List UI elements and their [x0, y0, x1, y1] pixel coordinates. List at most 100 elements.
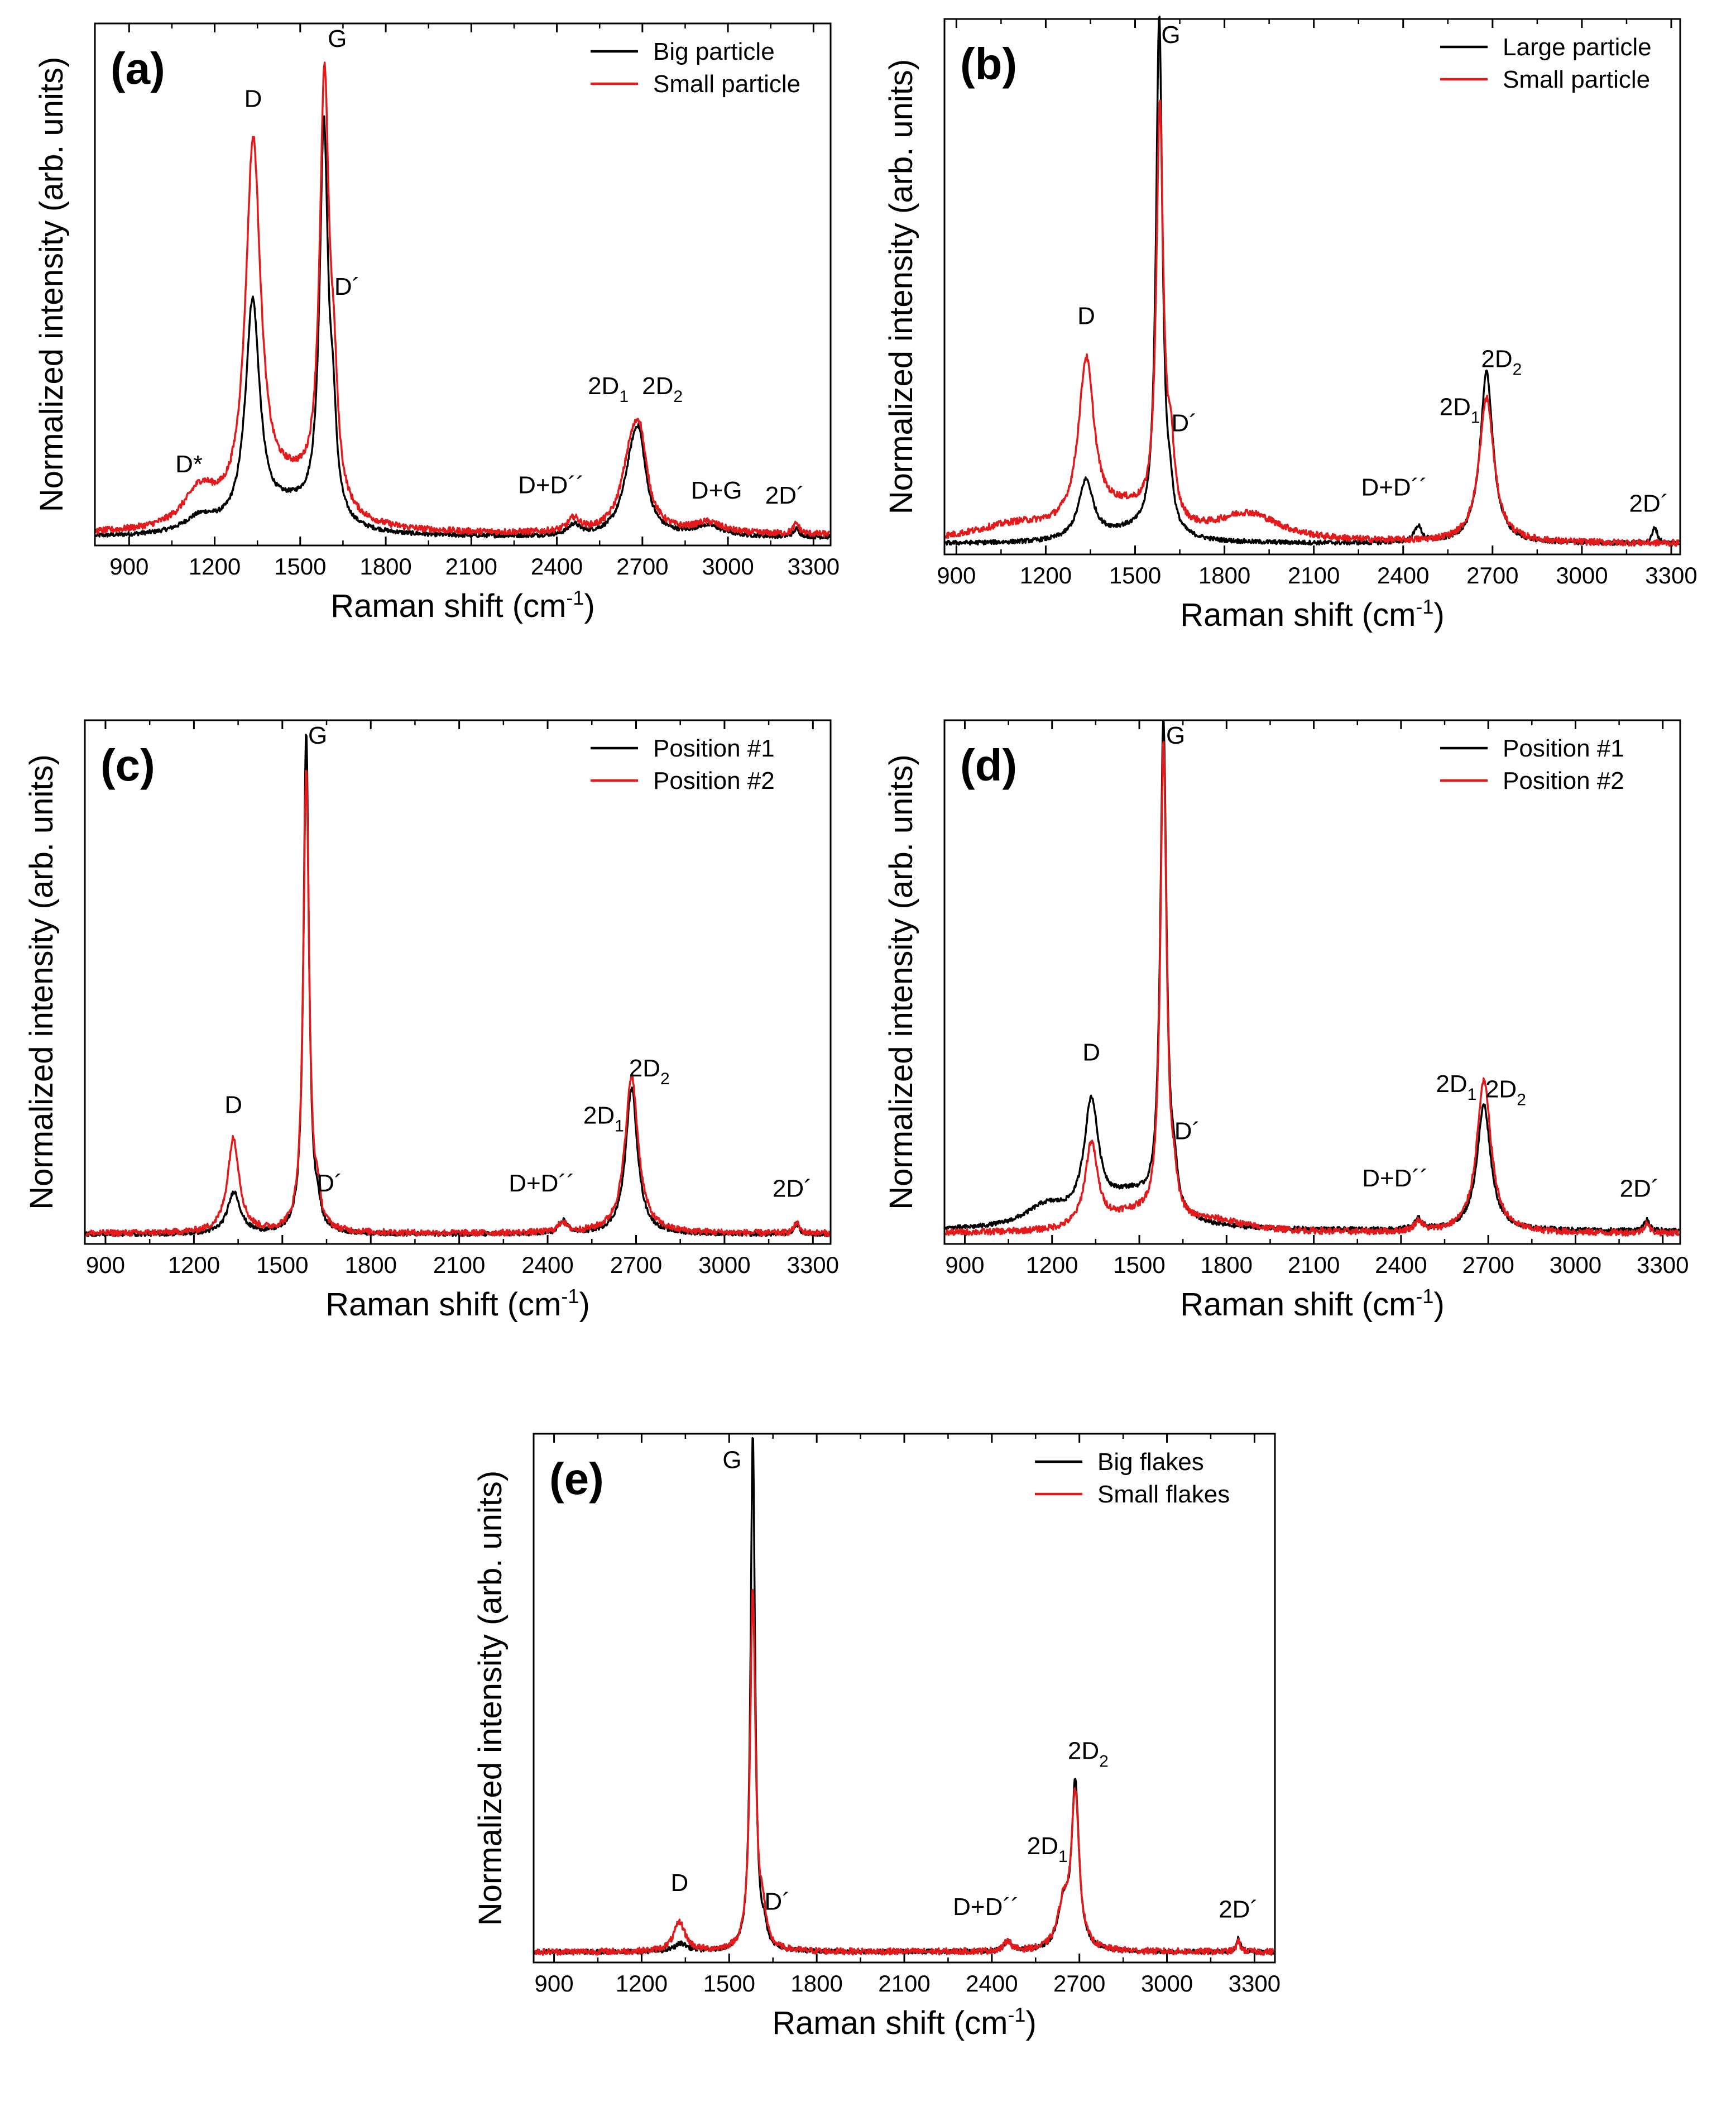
- legend-label-1: Position #1: [653, 735, 775, 762]
- peak-label-text: 2D´: [765, 482, 805, 509]
- series-line-1: [95, 115, 831, 540]
- x-tick-label: 3000: [1141, 1970, 1193, 1997]
- peak-label-text: G: [722, 1447, 741, 1474]
- x-tick-label: 2400: [1377, 562, 1429, 588]
- peak-label-text: D: [671, 1869, 689, 1897]
- x-tick-label: 2400: [521, 1252, 573, 1278]
- peak-label: 2D´: [773, 1175, 812, 1203]
- x-tick-label: 3300: [1229, 1970, 1281, 1997]
- x-tick-label: 2100: [1288, 1252, 1340, 1278]
- x-tick-label: 2100: [433, 1252, 485, 1278]
- peak-label-text: D+D´´: [1361, 474, 1427, 501]
- x-tick-label: 900: [945, 1252, 984, 1278]
- peak-label-sub: 1: [1471, 409, 1480, 427]
- peak-label-text: 2D: [642, 372, 673, 400]
- peak-label: G: [1166, 722, 1185, 749]
- x-axis-title-sup: -1: [566, 586, 584, 609]
- peak-label-text: D+G: [691, 477, 742, 504]
- peak-label-text: D*: [175, 451, 203, 478]
- legend-label-1: Big flakes: [1097, 1448, 1204, 1476]
- x-tick-label: 2700: [1462, 1252, 1514, 1278]
- series-line-1: [534, 1437, 1275, 1955]
- peak-label-sub: 1: [1058, 1847, 1068, 1866]
- peak-label-text: G: [1166, 722, 1185, 749]
- legend-label-2: Small flakes: [1097, 1481, 1230, 1508]
- peak-label-sub: 2: [1513, 360, 1522, 379]
- peak-label-sub: 2: [1517, 1090, 1526, 1109]
- peak-label-sub: 1: [619, 387, 629, 406]
- x-tick-label: 900: [86, 1252, 125, 1278]
- peak-label-text: D+D´´: [1362, 1165, 1428, 1192]
- peak-label-text: 2D: [629, 1055, 660, 1082]
- x-tick-label: 1200: [616, 1970, 668, 1997]
- x-tick-label: 2100: [1288, 562, 1340, 588]
- x-axis-title-sup: -1: [1416, 595, 1433, 618]
- peak-label: D´: [316, 1170, 342, 1197]
- x-tick-label: 1200: [189, 553, 241, 580]
- x-tick-label: 1800: [345, 1252, 397, 1278]
- x-axis-title-close: ): [579, 1286, 589, 1323]
- x-axis-title-text: Raman shift (cm: [330, 588, 566, 624]
- chart-panel-e: 900 1200 1500 1800 2100 2400 2700 3000 3300 Raman…: [472, 1433, 1281, 2041]
- x-axis-title-text: Raman shift (cm: [1180, 597, 1416, 633]
- x-axis-title: Raman shift (cm-1): [772, 2003, 1037, 2041]
- y-axis-title: Normalized intensity (arb. units): [23, 754, 60, 1210]
- x-tick-label: 2700: [1466, 562, 1518, 588]
- series-line-2: [944, 99, 1680, 547]
- peak-label: D*: [175, 451, 203, 478]
- x-axis-title-text: Raman shift (cm: [325, 1286, 561, 1323]
- peak-label: D: [224, 1092, 242, 1119]
- x-axis-title-close: ): [584, 588, 594, 624]
- peak-label: 2D2: [629, 1055, 670, 1088]
- x-tick-label: 3000: [1556, 562, 1608, 588]
- plot-frame: [943, 18, 1681, 556]
- x-tick-label: 1500: [256, 1252, 308, 1278]
- peak-label: 2D2: [1485, 1075, 1526, 1109]
- peak-label-text: 2D: [588, 372, 619, 400]
- peak-label-text: G: [308, 722, 327, 749]
- x-axis-title: Raman shift (cm-1): [330, 586, 595, 624]
- peak-label: G: [1161, 21, 1180, 49]
- peak-label-text: D: [1077, 303, 1095, 330]
- plot-frame: [943, 719, 1681, 1245]
- x-axis-title: Raman shift (cm-1): [1180, 1285, 1445, 1323]
- peak-label: 2D2: [1068, 1737, 1109, 1770]
- series-line-2: [85, 769, 831, 1237]
- series-line-1: [944, 720, 1680, 1233]
- plot-frame: [94, 22, 832, 547]
- peak-label-text: 2D: [1440, 394, 1471, 421]
- x-tick-label: 1500: [1113, 1252, 1165, 1278]
- x-tick-label: 3300: [787, 1252, 839, 1278]
- x-tick-label: 900: [109, 553, 148, 580]
- x-tick-label: 900: [937, 562, 976, 588]
- peak-label-text: D´: [1174, 1117, 1200, 1145]
- chart-panel-d: 900 1200 1500 1800 2100 2400 2700 3000 3300 Raman…: [883, 719, 1689, 1323]
- chart-panel-b: 900 1200 1500 1800 2100 2400 2700 3000 3300 Raman…: [883, 15, 1697, 633]
- peak-label-sub: 1: [1468, 1085, 1477, 1104]
- peak-label-text: D: [224, 1092, 242, 1119]
- peak-label: D: [244, 85, 262, 113]
- peak-label: 2D1: [588, 372, 629, 406]
- peak-label: D+D´´: [509, 1170, 575, 1197]
- x-axis-title-sup: -1: [1008, 2003, 1025, 2026]
- panel-letter: (e): [549, 1454, 604, 1504]
- x-tick-label: 1800: [790, 1970, 842, 1997]
- peak-label-text: 2D´: [1219, 1896, 1258, 1923]
- peak-label: G: [328, 25, 347, 52]
- x-tick-label: 3000: [1550, 1252, 1601, 1278]
- legend-label-1: Position #1: [1503, 735, 1624, 762]
- y-axis-title: Normalized intensity (arb. units): [883, 59, 919, 515]
- x-tick-label: 1500: [1109, 562, 1161, 588]
- peak-label-text: D: [244, 85, 262, 113]
- peak-label: D+D´´: [953, 1893, 1019, 1921]
- peak-label: D: [671, 1869, 689, 1897]
- peak-label: 2D´: [1620, 1175, 1660, 1203]
- peak-label: D´: [334, 273, 360, 300]
- peak-label: D´: [1174, 1117, 1200, 1145]
- chart-panel-a: 900 1200 1500 1800 2100 2400 2700 3000 3300 Raman…: [33, 22, 840, 624]
- peak-label-sub: 2: [1099, 1752, 1109, 1770]
- peak-label-text: D´: [316, 1170, 342, 1197]
- peak-label: D: [1077, 303, 1095, 330]
- x-tick-label: 1200: [1020, 562, 1072, 588]
